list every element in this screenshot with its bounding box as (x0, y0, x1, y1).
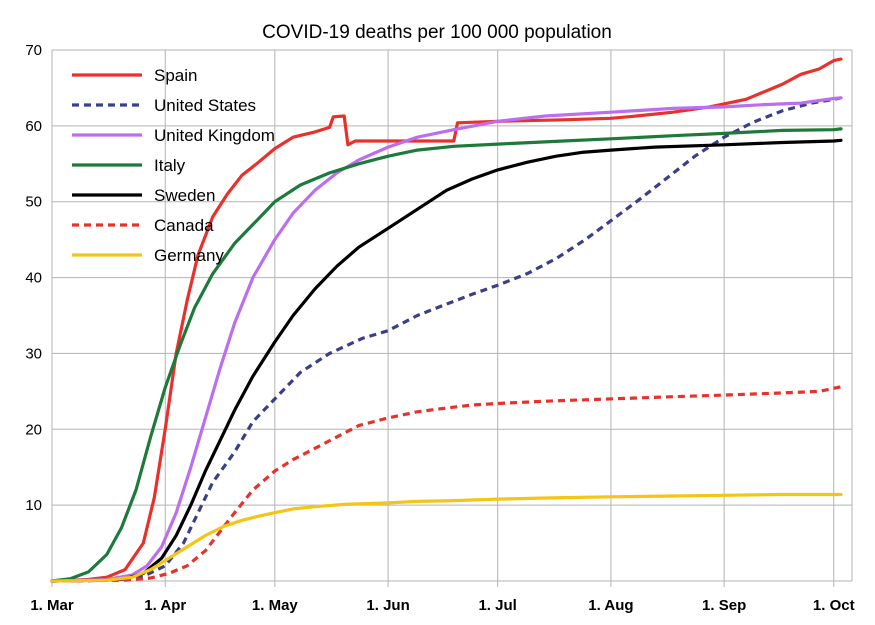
series-line-united-states (51, 96, 842, 583)
legend: Spain United States United Kingdom Italy Swe… (72, 66, 275, 265)
y-tick-label: 20 (25, 421, 42, 438)
legend-label: Spain (154, 66, 197, 85)
series-lines (50, 57, 843, 583)
y-tick-label: 70 (25, 42, 42, 59)
series-line-sweden (50, 138, 843, 583)
legend-label: Sweden (154, 186, 215, 205)
x-tick-label: 1. Aug (588, 597, 633, 614)
legend-label: Germany (154, 246, 224, 265)
series-line-canada (51, 385, 842, 583)
x-tick-label: 1. Jul (478, 597, 516, 614)
y-tick-label: 60 (25, 118, 42, 135)
legend-label: United Kingdom (154, 126, 275, 145)
axes: 10 20 30 40 50 60 70 1. Mar 1. Apr 1. May 1. Jun 1.… (25, 42, 854, 614)
y-tick-label: 10 (25, 497, 42, 514)
x-tick-label: 1. Oct (813, 597, 855, 614)
y-tick-label: 50 (25, 194, 42, 211)
y-tick-label: 30 (25, 345, 42, 362)
y-tick-label: 40 (25, 270, 42, 287)
x-tick-label: 1. Apr (144, 597, 186, 614)
series-line-united-kingdom (50, 96, 843, 583)
x-tick-label: 1. May (252, 597, 299, 614)
series-line-italy (50, 127, 843, 583)
legend-label: Canada (154, 216, 214, 235)
x-tick-label: 1. Sep (702, 597, 746, 614)
chart-title: COVID-19 deaths per 100 000 population (262, 22, 612, 43)
x-tick-label: 1. Jun (366, 597, 409, 614)
x-tick-label: 1. Mar (30, 597, 74, 614)
legend-label: Italy (154, 156, 186, 175)
legend-label: United States (154, 96, 256, 115)
series-line-germany (50, 492, 843, 583)
